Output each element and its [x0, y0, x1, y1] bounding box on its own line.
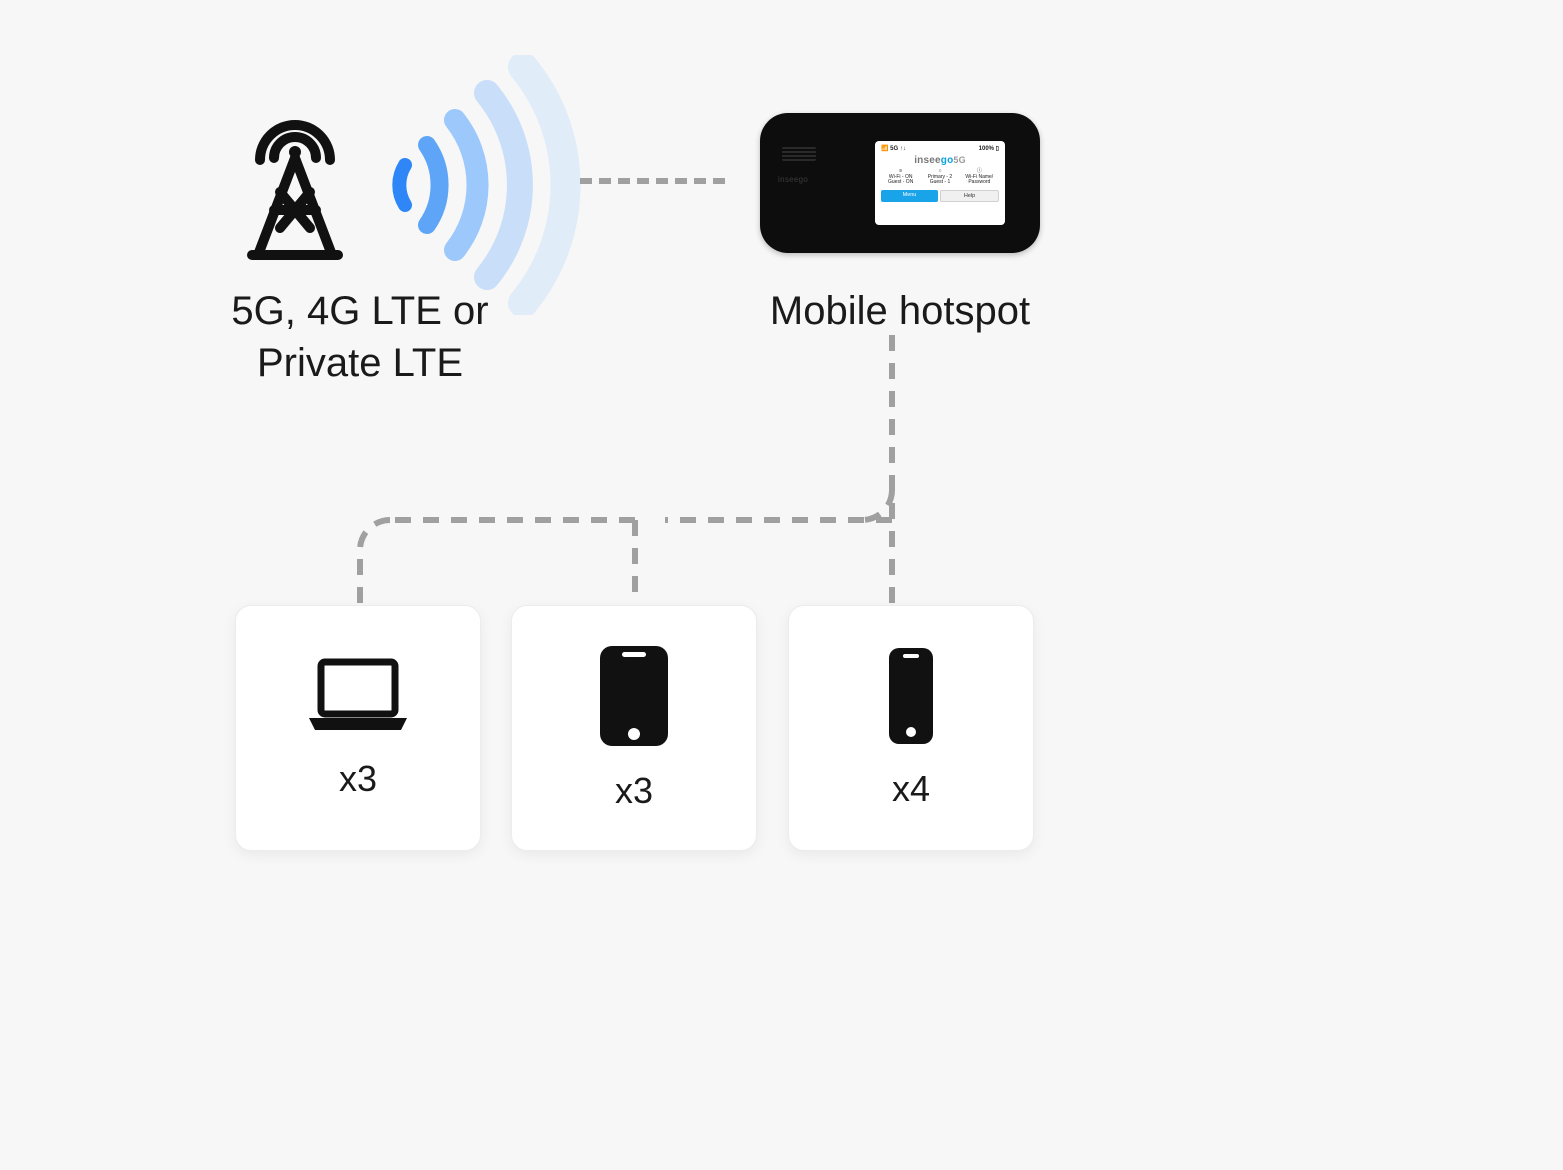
cell-tower-icon — [230, 110, 360, 265]
connection-tower-to-hotspot — [580, 178, 725, 184]
device-count: x4 — [892, 768, 930, 810]
hotspot-help-button: Help — [940, 190, 999, 202]
signal-status: 📶 5G ↑↓ — [881, 145, 906, 152]
mobile-hotspot-device: inseego 📶 5G ↑↓ 100% ▯ inseego5G ≡Wi-Fi … — [760, 113, 1040, 253]
device-card-phone: x4 — [788, 605, 1034, 851]
laptop-icon — [303, 656, 413, 736]
screen-brand: inseego5G — [881, 155, 999, 166]
signal-waves-icon — [385, 55, 605, 315]
device-side-brand: inseego — [778, 175, 808, 184]
device-card-tablet: x3 — [511, 605, 757, 851]
device-card-laptop: x3 — [235, 605, 481, 851]
tablet-icon — [594, 644, 674, 748]
device-count: x3 — [339, 758, 377, 800]
speaker-grille-icon — [782, 147, 816, 161]
phone-icon — [883, 646, 939, 746]
device-count: x3 — [615, 770, 653, 812]
diagram-stage: inseego 📶 5G ↑↓ 100% ▯ inseego5G ≡Wi-Fi … — [0, 0, 1563, 1170]
hotspot-screen: 📶 5G ↑↓ 100% ▯ inseego5G ≡Wi-Fi - ONGues… — [875, 141, 1005, 225]
hotspot-label: Mobile hotspot — [700, 285, 1100, 337]
tower-label: 5G, 4G LTE or Private LTE — [160, 285, 560, 389]
hotspot-menu-button: Menu — [881, 190, 938, 202]
screen-info-row: ≡Wi-Fi - ONGuest - ON ○Primary - 2Guest … — [881, 169, 999, 186]
battery-status: 100% ▯ — [979, 145, 999, 152]
